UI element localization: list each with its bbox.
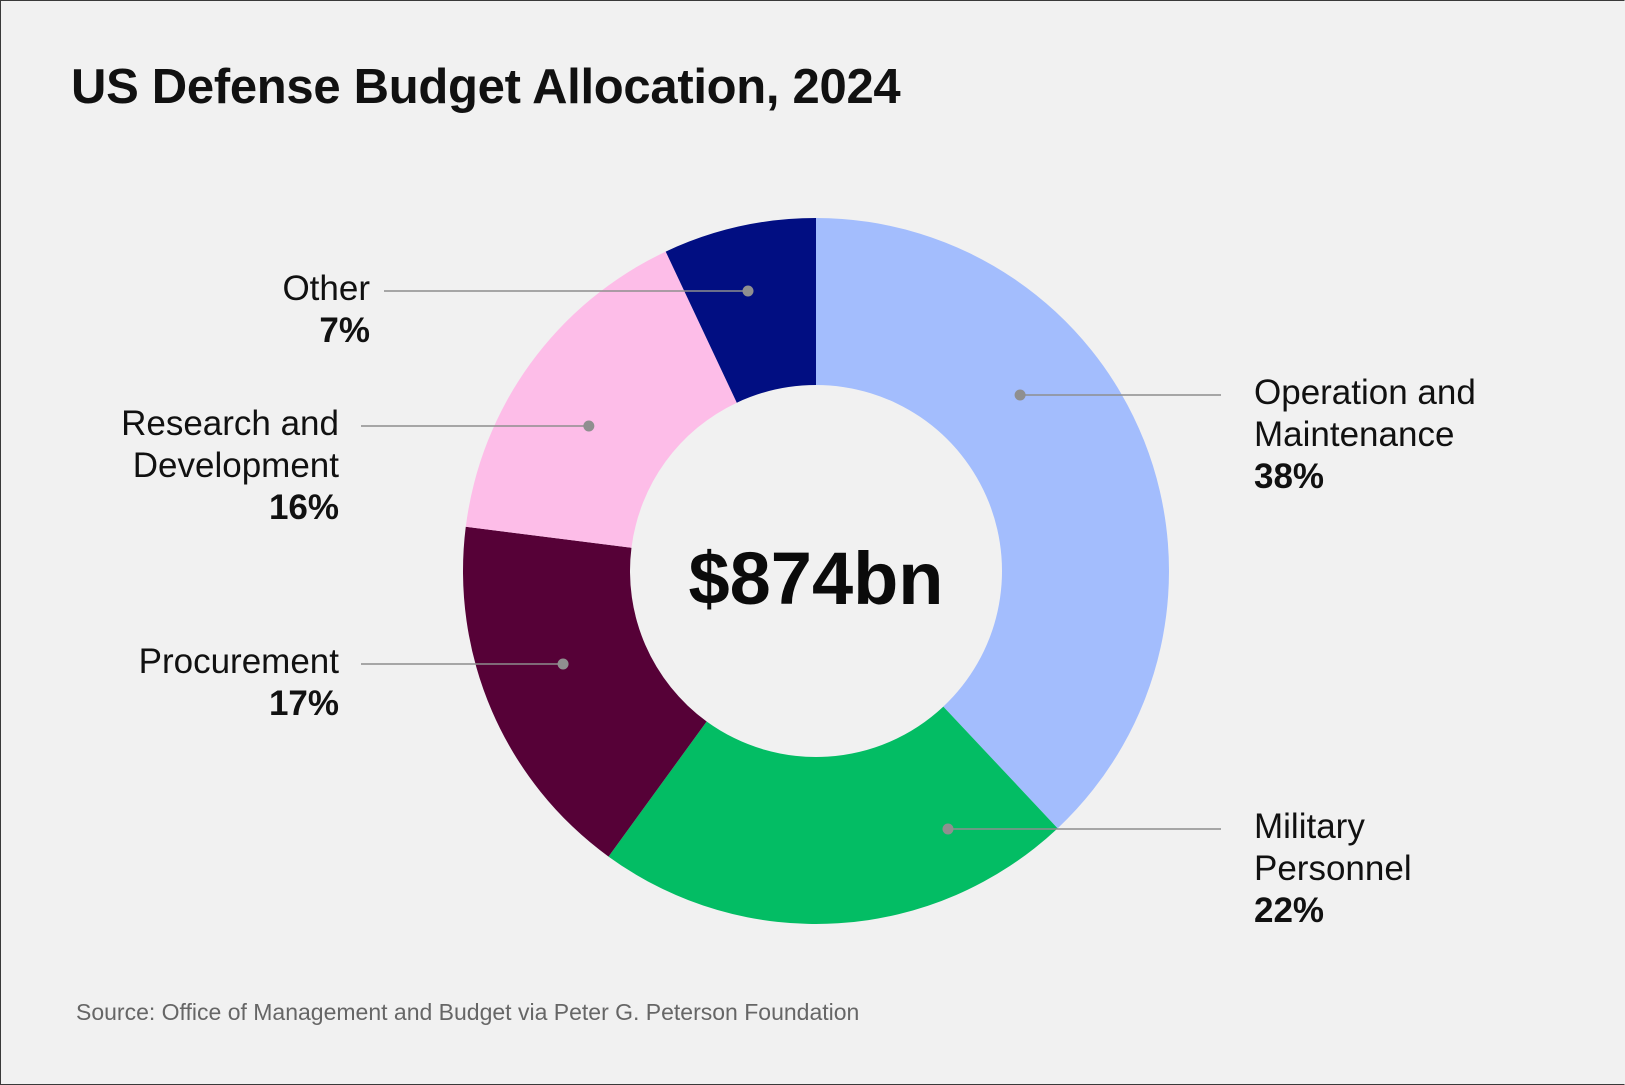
slice-percent-research-and-development: 16% [269,488,339,527]
slice-label-research-and-development-line-1: Research and [121,404,339,443]
center-total-label: $874bn [688,537,943,620]
leader-dot-procurement [557,658,569,670]
source-note: Source: Office of Management and Budget … [76,999,860,1025]
donut-slice-operation-and-maintenance [816,218,1169,829]
leader-dot-military-personnel [942,823,954,835]
leader-lines-layer [361,285,1221,835]
slice-label-operation-and-maintenance-line-2: Maintenance [1254,415,1454,454]
slice-label-operation-and-maintenance-line-1: Operation and [1254,373,1476,412]
slice-percent-operation-and-maintenance: 38% [1254,457,1324,496]
donut-slice-procurement [462,526,707,857]
donut-slice-research-and-development [465,251,737,548]
slice-percent-military-personnel: 22% [1254,891,1324,930]
slice-label-research-and-development-line-2: Development [133,446,339,485]
slice-label-military-personnel-line-1: Military [1254,807,1365,846]
leader-dot-other [742,285,754,297]
slice-percent-other: 7% [319,311,370,350]
slice-label-procurement-line-1: Procurement [139,642,340,681]
leader-dot-operation-and-maintenance [1014,389,1026,401]
slice-label-military-personnel-line-2: Personnel [1254,849,1412,888]
slice-percent-procurement: 17% [269,684,339,723]
donut-slice-other [665,218,816,403]
slices-layer [462,218,1169,924]
slice-label-other-line-1: Other [282,269,370,308]
donut-slice-military-personnel [608,706,1058,924]
leader-dot-research-and-development [583,420,595,432]
chart-title: US Defense Budget Allocation, 2024 [71,60,901,114]
